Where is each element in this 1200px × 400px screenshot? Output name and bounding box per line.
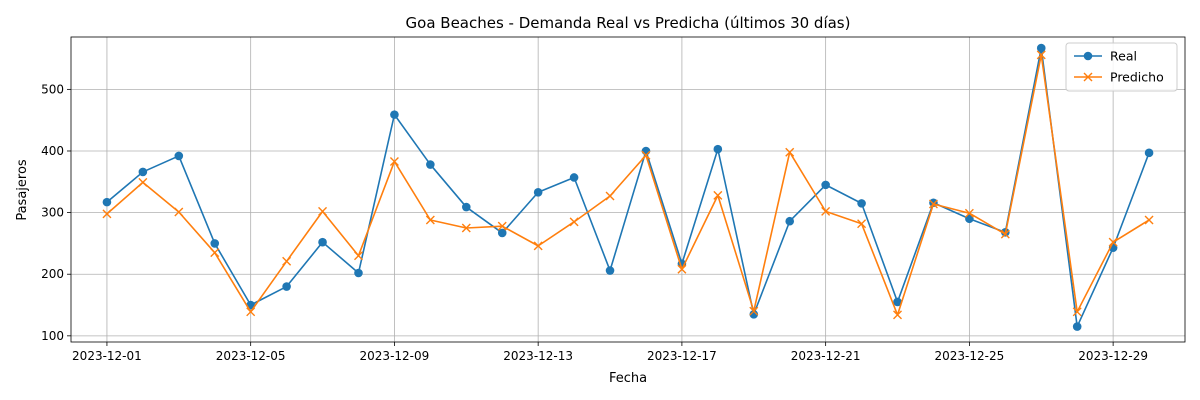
data-point-real xyxy=(641,146,651,156)
legend-label: Real xyxy=(1110,49,1137,64)
data-point-real xyxy=(1036,43,1046,53)
chart-title: Goa Beaches - Demanda Real vs Predicha (… xyxy=(406,14,851,32)
data-point-real xyxy=(893,297,902,307)
legend-marker-real xyxy=(1083,51,1093,61)
series-layer xyxy=(102,43,1154,331)
y-tick-label: 200 xyxy=(41,267,64,281)
data-point-real xyxy=(102,197,112,207)
data-point-predicho xyxy=(210,248,220,258)
data-point-predicho xyxy=(641,150,651,160)
data-point-real xyxy=(318,237,327,247)
x-tick-label: 2023-12-01 xyxy=(72,349,142,363)
series-real xyxy=(102,43,1154,331)
legend-item-real: Real xyxy=(1074,49,1137,64)
data-point-real xyxy=(965,214,974,224)
data-point-predicho xyxy=(605,191,615,201)
x-axis: 2023-12-01 2023-12-05 2023-12-09 2023-12-13… xyxy=(72,342,1148,363)
data-point-real xyxy=(461,202,471,212)
data-point-predicho xyxy=(1000,229,1010,239)
data-point-predicho xyxy=(138,177,148,187)
x-axis-label: Fecha xyxy=(609,371,647,386)
x-tick-label: 2023-12-05 xyxy=(216,349,286,363)
data-point-predicho xyxy=(1036,50,1046,60)
y-tick-label: 500 xyxy=(41,82,64,96)
data-point-real xyxy=(785,216,795,226)
data-point-real xyxy=(1144,148,1154,158)
series-line-predicho xyxy=(106,54,1150,316)
series-line-real xyxy=(106,47,1150,328)
plot-frame xyxy=(70,36,1186,343)
data-point-predicho xyxy=(282,256,292,266)
series-predicho xyxy=(102,50,1154,320)
y-tick-label: 300 xyxy=(41,206,64,220)
data-point-real xyxy=(533,187,543,197)
x-tick-label: 2023-12-13 xyxy=(503,349,573,363)
data-point-real xyxy=(390,110,399,119)
data-point-predicho xyxy=(1108,237,1118,247)
data-point-predicho xyxy=(893,310,903,320)
x-tick-label: 2023-12-09 xyxy=(360,349,430,363)
data-point-predicho xyxy=(1072,307,1082,317)
data-point-real xyxy=(1072,322,1082,331)
data-point-real xyxy=(210,239,220,248)
data-point-real xyxy=(713,144,723,154)
data-point-predicho xyxy=(461,223,471,233)
x-tick-label: 2023-12-21 xyxy=(791,349,861,363)
y-tick-label: 400 xyxy=(41,144,64,158)
legend-label: Predicho xyxy=(1110,70,1164,85)
data-point-predicho xyxy=(749,306,759,316)
data-point-predicho xyxy=(785,147,795,157)
data-point-predicho xyxy=(928,199,938,209)
data-point-predicho xyxy=(102,209,112,219)
y-axis-label: Pasajeros xyxy=(15,159,30,221)
legend-box xyxy=(1065,42,1178,92)
data-point-real xyxy=(749,309,759,319)
x-tick-label: 2023-12-25 xyxy=(935,349,1005,363)
legend-item-predicho: Predicho xyxy=(1074,70,1164,85)
y-tick-label: 100 xyxy=(41,329,64,343)
x-tick-label: 2023-12-29 xyxy=(1078,349,1148,363)
x-tick-label: 2023-12-17 xyxy=(647,349,717,363)
data-point-predicho xyxy=(318,206,328,216)
data-point-predicho xyxy=(677,264,687,274)
data-point-predicho xyxy=(174,207,184,217)
data-point-predicho xyxy=(497,221,507,231)
data-point-predicho xyxy=(569,217,579,227)
data-point-predicho xyxy=(964,208,974,218)
data-point-predicho xyxy=(389,156,399,166)
data-point-real xyxy=(821,180,830,190)
data-point-predicho xyxy=(713,190,723,200)
data-point-predicho xyxy=(353,251,363,261)
data-point-predicho xyxy=(857,219,867,229)
data-point-real xyxy=(569,173,579,182)
grid-lines xyxy=(71,37,1185,342)
data-point-real xyxy=(138,167,148,177)
data-point-real xyxy=(174,151,184,161)
data-point-predicho xyxy=(533,241,543,251)
data-point-real xyxy=(354,268,363,278)
data-point-real xyxy=(497,228,507,238)
data-point-real xyxy=(857,199,866,208)
data-point-predicho xyxy=(246,307,256,317)
data-point-real xyxy=(426,160,435,169)
data-point-predicho xyxy=(821,206,831,216)
data-point-predicho xyxy=(425,215,435,225)
legend: Real Predicho xyxy=(1065,42,1178,92)
data-point-predicho xyxy=(1144,215,1154,225)
data-point-real xyxy=(605,266,615,275)
legend-marker-predicho xyxy=(1083,72,1093,82)
data-point-real xyxy=(282,282,291,291)
y-axis: 100 200 300 400 500 xyxy=(41,82,71,343)
